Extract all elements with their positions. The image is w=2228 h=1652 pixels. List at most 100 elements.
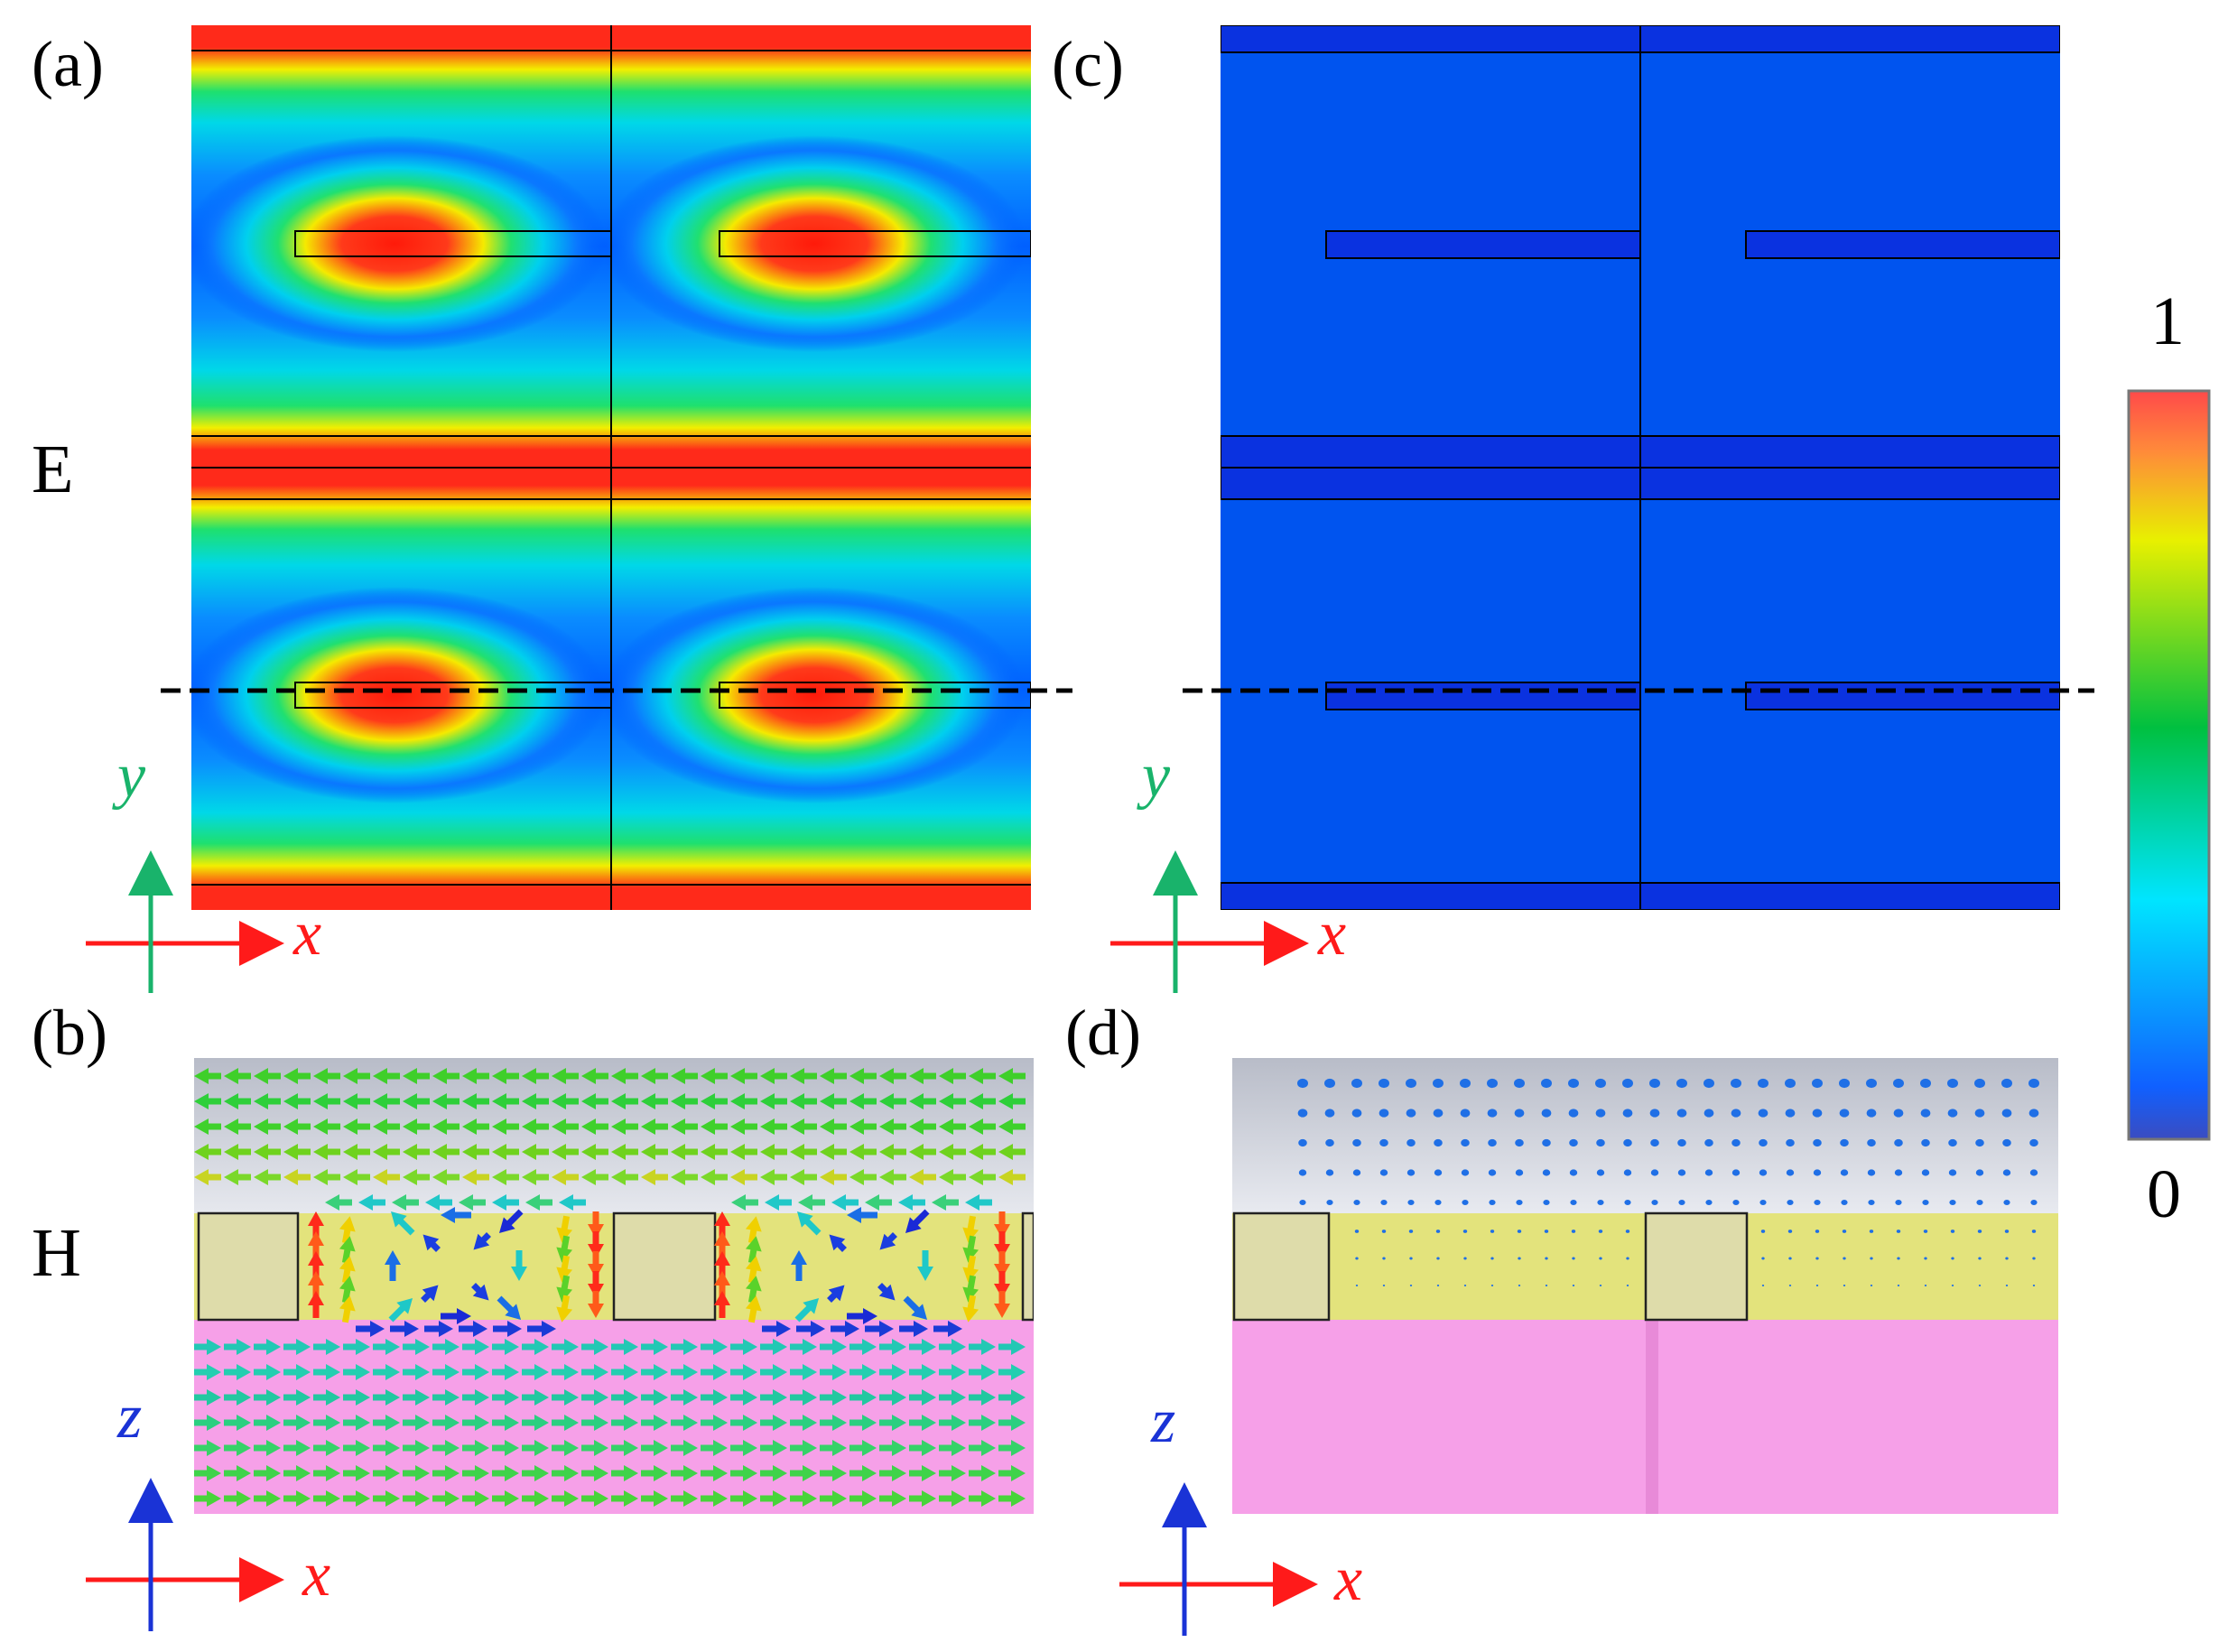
field-arrow xyxy=(283,1490,311,1507)
field-dot xyxy=(1461,1138,1470,1147)
field-arrow xyxy=(492,1144,519,1160)
field-arrow xyxy=(462,1144,489,1160)
field-arrow xyxy=(909,1415,936,1431)
field-arrow xyxy=(762,1321,791,1337)
field-arrow xyxy=(313,1068,340,1084)
field-arrow xyxy=(879,1339,906,1355)
field-dot xyxy=(1622,1078,1633,1089)
field-arrow xyxy=(820,1144,847,1160)
field-arrow xyxy=(765,1194,792,1211)
field-arrow xyxy=(671,1169,698,1185)
field-arrow xyxy=(909,1144,936,1160)
field-arrow xyxy=(962,1275,979,1303)
field-arrow xyxy=(194,1364,221,1380)
field-arrow xyxy=(790,1118,817,1135)
field-dot xyxy=(2032,1257,2036,1260)
field-arrow xyxy=(760,1465,787,1481)
field-arrow xyxy=(194,1339,221,1355)
field-arrow xyxy=(283,1389,311,1406)
field-dot xyxy=(1515,1138,1524,1147)
field-arrow xyxy=(760,1093,787,1109)
field-arrow xyxy=(556,1215,573,1243)
axis-label-c-horizontal: x xyxy=(1318,899,1347,969)
field-arrow xyxy=(308,1291,324,1318)
field-arrow xyxy=(962,1255,979,1283)
field-arrow xyxy=(552,1415,579,1431)
field-arrow xyxy=(909,1465,936,1481)
field-dot xyxy=(1761,1284,1765,1287)
field-dot xyxy=(1463,1284,1467,1287)
field-arrow xyxy=(492,1118,519,1135)
field-arrow xyxy=(373,1465,400,1481)
field-arrow xyxy=(403,1144,430,1160)
field-arrow xyxy=(462,1339,489,1355)
field-dot xyxy=(1893,1078,1904,1089)
field-dot xyxy=(1950,1230,1955,1233)
field-dot xyxy=(1324,1109,1335,1118)
field-arrow xyxy=(962,1215,979,1243)
field-dot xyxy=(2031,1230,2037,1233)
field-arrow xyxy=(969,1339,996,1355)
field-dot xyxy=(1842,1230,1847,1233)
field-arrow xyxy=(791,1250,807,1281)
field-arrow xyxy=(373,1339,400,1355)
field-arrow xyxy=(432,1169,460,1185)
field-arrow xyxy=(462,1364,489,1380)
field-dot xyxy=(1923,1230,1928,1233)
field-dot xyxy=(1921,1138,1930,1147)
field-arrow xyxy=(671,1389,698,1406)
field-arrow xyxy=(432,1389,460,1406)
field-arrow xyxy=(194,1490,221,1507)
field-dot xyxy=(1409,1257,1413,1260)
panel-d-h-field-map xyxy=(1232,1058,2058,1514)
field-dot xyxy=(1542,1138,1551,1147)
field-dot xyxy=(1355,1257,1359,1260)
field-arrow xyxy=(611,1364,638,1380)
field-arrow xyxy=(343,1118,370,1135)
field-arrow xyxy=(849,1389,877,1406)
field-arrow xyxy=(847,1308,877,1324)
field-arrow xyxy=(829,1234,847,1252)
field-arrow xyxy=(969,1389,996,1406)
field-arrow xyxy=(939,1068,966,1084)
field-arrow xyxy=(254,1068,281,1084)
field-arrow xyxy=(403,1490,430,1507)
field-dot xyxy=(1785,1109,1796,1118)
field-arrow xyxy=(462,1389,489,1406)
field-arrow xyxy=(909,1364,936,1380)
field-arrow xyxy=(403,1093,430,1109)
field-arrow xyxy=(939,1389,966,1406)
field-arrow xyxy=(641,1339,668,1355)
field-arrow xyxy=(522,1093,549,1109)
field-dot xyxy=(1924,1257,1927,1260)
field-dot xyxy=(1488,1169,1497,1176)
field-arrow xyxy=(373,1169,400,1185)
field-arrow xyxy=(730,1440,757,1456)
field-arrow xyxy=(909,1093,936,1109)
field-arrow xyxy=(969,1118,996,1135)
field-arrow xyxy=(790,1364,817,1380)
field-arrow xyxy=(492,1389,519,1406)
field-arrow xyxy=(339,1236,356,1264)
field-arrow xyxy=(552,1169,579,1185)
field-arrow xyxy=(425,1194,452,1211)
field-dot xyxy=(1298,1169,1307,1176)
field-dot xyxy=(1732,1199,1740,1206)
field-arrow xyxy=(462,1415,489,1431)
axis-label-b-horizontal: x xyxy=(302,1540,331,1610)
field-arrow xyxy=(879,1389,906,1406)
field-arrow xyxy=(671,1339,698,1355)
field-arrow xyxy=(283,1339,311,1355)
axis-indicator-c xyxy=(1110,850,1309,993)
field-dot xyxy=(1976,1199,1983,1206)
field-arrow xyxy=(794,1297,820,1323)
field-dot xyxy=(1815,1230,1820,1233)
field-dot xyxy=(1624,1199,1631,1206)
field-arrow xyxy=(224,1415,251,1431)
field-arrow xyxy=(820,1169,847,1185)
field-arrow xyxy=(760,1118,787,1135)
field-arrow xyxy=(581,1490,608,1507)
field-arrow xyxy=(671,1093,698,1109)
field-dot xyxy=(1869,1230,1874,1233)
field-arrow xyxy=(392,1194,419,1211)
